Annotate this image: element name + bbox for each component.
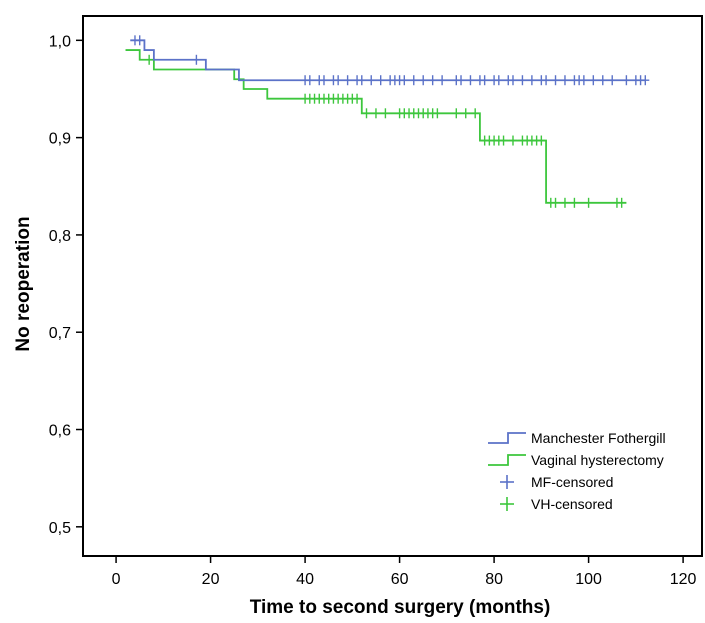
censor-mark-vh [433, 108, 442, 119]
series-layer [125, 35, 650, 208]
censor-mark-mf [319, 75, 328, 86]
y-tick-label-0,7: 0,7 [49, 325, 71, 342]
censor-mark-mf [438, 75, 447, 86]
censor-mark-vh [362, 108, 371, 119]
legend-vh-censored-symbol [500, 497, 514, 511]
x-tick-label-60: 60 [391, 571, 409, 588]
legend-vh: Vaginal hysterectomy [488, 452, 664, 468]
legend-vh-censored-label: VH-censored [531, 496, 613, 512]
censor-mark-mf [457, 75, 466, 86]
legend-mf: Manchester Fothergill [488, 430, 666, 446]
x-tick-label-40: 40 [296, 571, 314, 588]
legend-vh-symbol [488, 454, 526, 466]
y-tick-label-1,0: 1,0 [49, 33, 71, 50]
censor-mark-mf [357, 75, 366, 86]
censor-mark-vh [537, 135, 546, 146]
censor-mark-vh [508, 135, 517, 146]
y-axis: 0,5 0,6 0,7 0,8 0,9 1,0 [49, 33, 83, 537]
censor-mark-vh [371, 108, 380, 119]
legend-mf-censored: MF-censored [500, 474, 613, 490]
censor-mark-vh [353, 93, 362, 104]
censor-mark-vh [499, 135, 508, 146]
censor-mark-mf [367, 75, 376, 86]
legend-vh-label: Vaginal hysterectomy [531, 452, 664, 468]
censor-mark-vh [381, 108, 390, 119]
legend-vh-censored: VH-censored [500, 496, 613, 512]
censor-mark-mf [560, 75, 569, 86]
y-tick-label-0,6: 0,6 [49, 423, 71, 440]
censor-mark-mf [608, 75, 617, 86]
censor-mark-mf [641, 75, 650, 86]
censor-mark-mf [409, 75, 418, 86]
censor-mark-mf [551, 75, 560, 86]
y-axis-title: No reoperation [13, 216, 34, 351]
censor-mark-vh [584, 197, 593, 208]
censor-mark-mf [598, 75, 607, 86]
censor-mark-vh [471, 108, 480, 119]
x-axis: 0 20 40 60 80 100 120 [112, 556, 697, 588]
censor-mark-mf [518, 75, 527, 86]
censor-mark-vh [461, 108, 470, 119]
censor-mark-mf [589, 75, 598, 86]
y-tick-label-0,9: 0,9 [49, 131, 71, 148]
censor-mark-mf [334, 75, 343, 86]
x-tick-label-80: 80 [485, 571, 503, 588]
censor-mark-vh [560, 197, 569, 208]
censor-mark-vh [570, 197, 579, 208]
censor-mark-mf [494, 75, 503, 86]
y-tick-label-0,5: 0,5 [49, 520, 71, 537]
x-tick-label-120: 120 [670, 571, 697, 588]
x-tick-label-20: 20 [202, 571, 220, 588]
censor-mark-mf [428, 75, 437, 86]
censor-mark-vh [617, 197, 626, 208]
censor-mark-mf [527, 75, 536, 86]
censor-mark-mf [305, 75, 314, 86]
legend-mf-censored-label: MF-censored [531, 474, 613, 490]
legend-mf-symbol [488, 432, 526, 444]
censor-mark-mf [376, 75, 385, 86]
censor-mark-mf [480, 75, 489, 86]
plot-frame [82, 15, 703, 557]
censor-mark-mf [542, 75, 551, 86]
censor-mark-mf [135, 35, 144, 46]
censor-mark-vh [551, 197, 560, 208]
censor-mark-mf [343, 75, 352, 86]
censor-mark-vh [452, 108, 461, 119]
x-axis-title: Time to second surgery (months) [250, 597, 551, 618]
censor-mark-mf [508, 75, 517, 86]
censor-mark-mf [622, 75, 631, 86]
censor-mark-mf [192, 54, 201, 65]
censor-mark-vh [145, 54, 154, 65]
x-tick-label-100: 100 [575, 571, 602, 588]
legend-mf-label: Manchester Fothergill [531, 430, 666, 446]
series-line-mf [130, 39, 646, 82]
censor-mark-mf [466, 75, 475, 86]
legend-mf-censored-symbol [500, 475, 514, 489]
y-tick-label-0,8: 0,8 [49, 228, 71, 245]
censor-mark-mf [419, 75, 428, 86]
censor-mark-mf [400, 75, 409, 86]
legend: Manchester Fothergill Vaginal hysterectom… [488, 430, 666, 512]
censor-mark-mf [579, 75, 588, 86]
x-tick-label-0: 0 [112, 571, 121, 588]
